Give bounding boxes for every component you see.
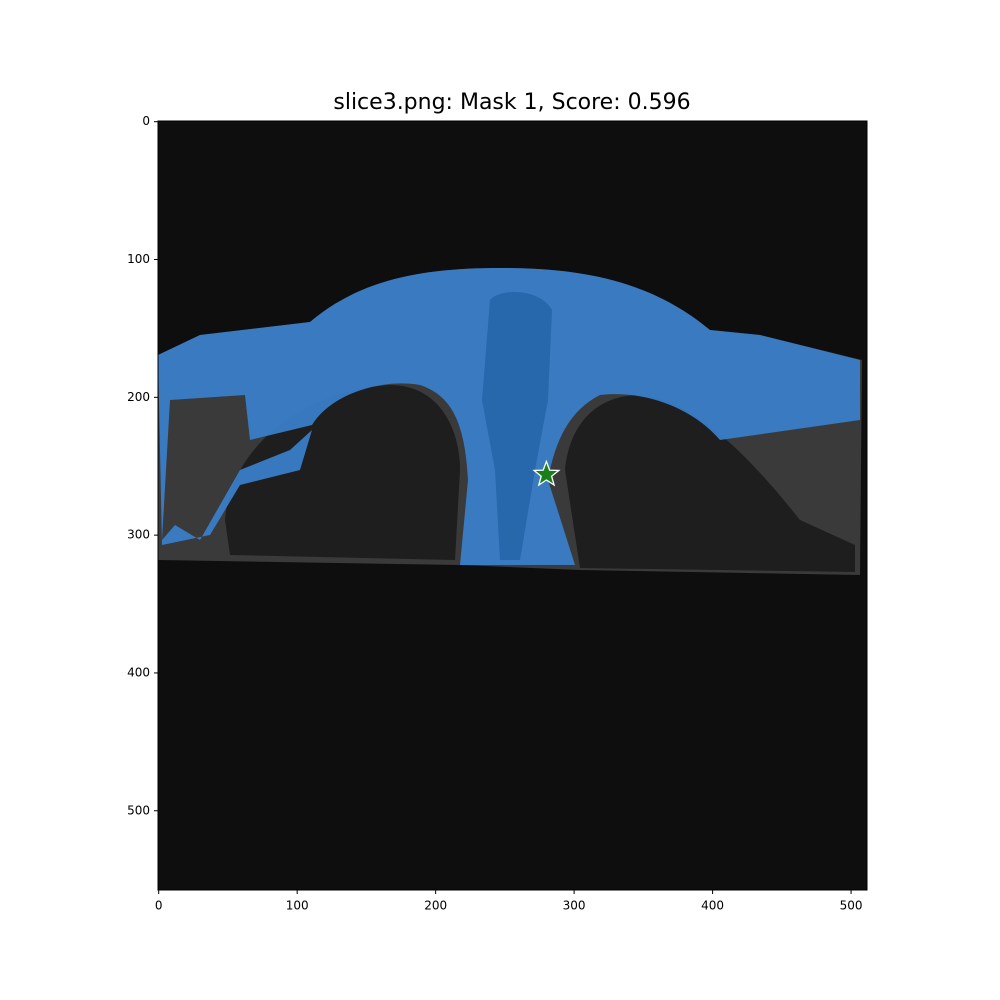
y-tick-label: 0 (142, 114, 150, 128)
y-tick-label: 400 (127, 665, 150, 679)
x-tick-label: 200 (424, 899, 447, 913)
image (158, 121, 867, 890)
axes-frame (157, 120, 868, 891)
x-tick-label: 100 (286, 899, 309, 913)
x-tick-label: 300 (563, 899, 586, 913)
chart-title: slice3.png: Mask 1, Score: 0.596 (333, 90, 690, 115)
muscle-right (565, 395, 855, 572)
y-tick-label: 300 (127, 528, 150, 542)
point (532, 459, 561, 487)
y-tick-label: 500 (127, 803, 150, 817)
y-tick-label: 200 (127, 390, 150, 404)
mask-core (482, 291, 552, 560)
y-tick-label: 100 (127, 252, 150, 266)
x-tick-label: 0 (155, 899, 163, 913)
x-tick-label: 500 (840, 899, 863, 913)
x-tick-label: 400 (701, 899, 724, 913)
